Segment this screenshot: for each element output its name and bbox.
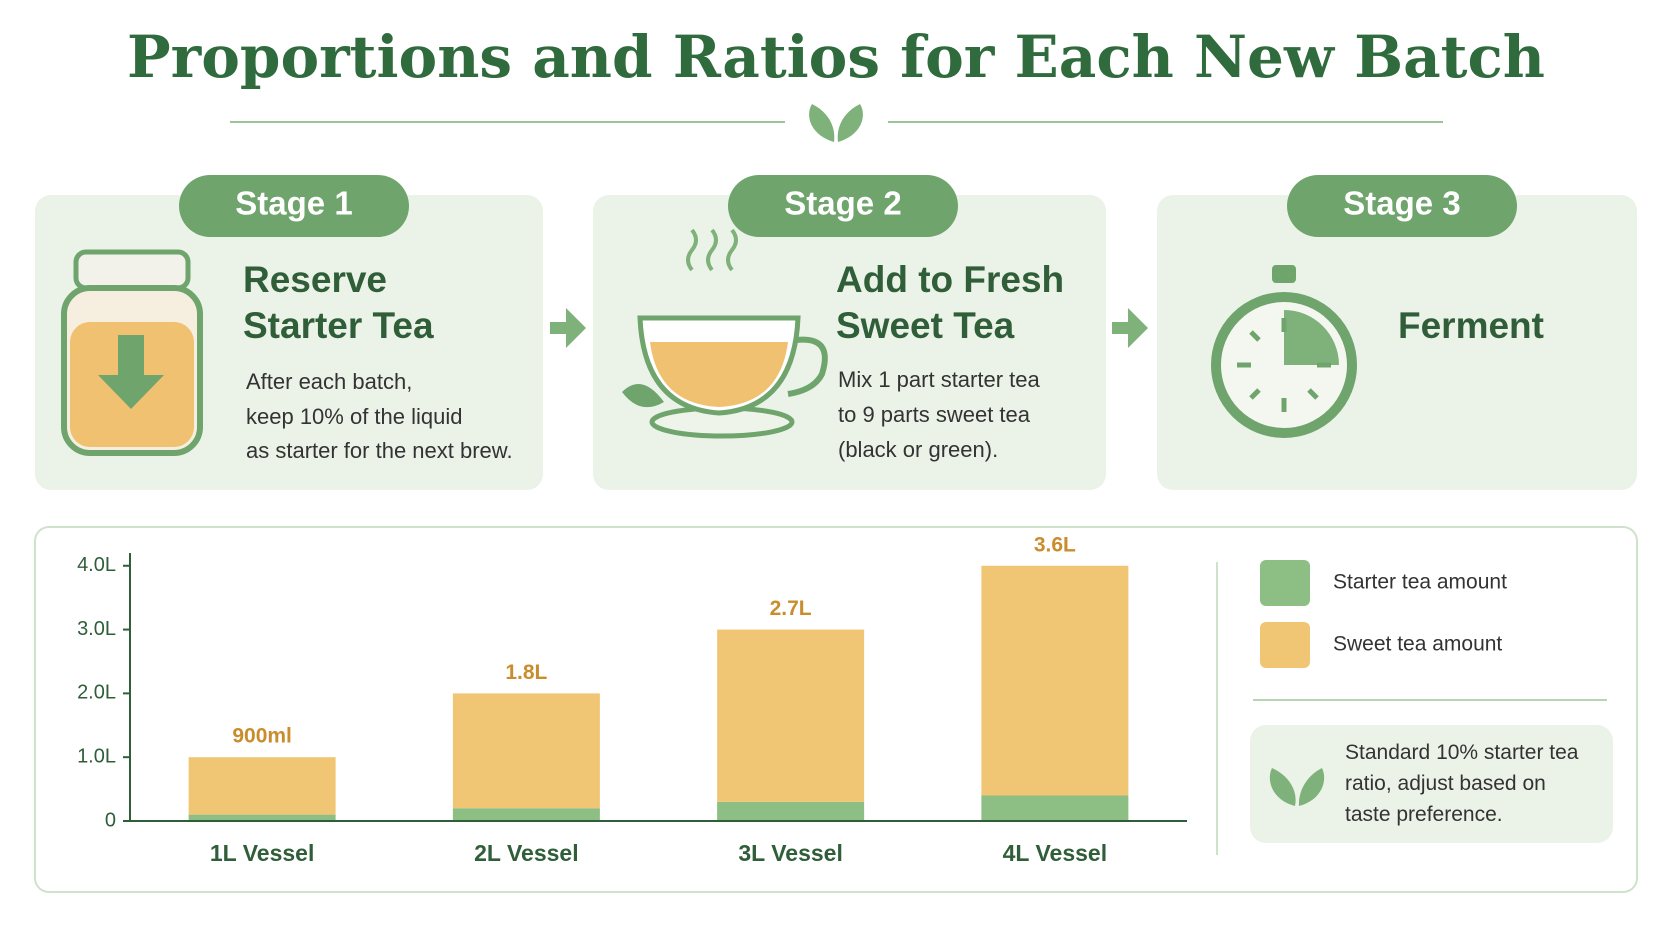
stage-label: Stage 2 bbox=[784, 185, 901, 222]
stage-title: Reserve bbox=[243, 259, 387, 300]
bar-segment bbox=[981, 795, 1129, 821]
stage-description: as starter for the next brew. bbox=[246, 438, 513, 463]
arrow bbox=[550, 308, 1148, 348]
x-tick-label: 3L Vessel bbox=[738, 840, 842, 866]
stage-description: keep 10% of the liquid bbox=[246, 404, 463, 429]
bar-segment bbox=[452, 808, 600, 821]
legend-label: Sweet tea amount bbox=[1333, 633, 1502, 656]
legend-swatch bbox=[1260, 622, 1310, 668]
stage-pill bbox=[179, 175, 409, 237]
data-label: 900ml bbox=[232, 725, 292, 748]
stage-description: Mix 1 part starter tea bbox=[838, 367, 1041, 392]
stage-description: After each batch, bbox=[246, 369, 412, 394]
bar-segment bbox=[188, 757, 336, 815]
leaf-icon bbox=[809, 104, 863, 142]
y-tick-label: 0 bbox=[105, 809, 116, 831]
jar-icon bbox=[61, 249, 203, 456]
y-tick-label: 3.0L bbox=[77, 618, 116, 640]
bar-segment bbox=[981, 565, 1129, 796]
stage-pill bbox=[1287, 175, 1517, 237]
y-tick-label: 4.0L bbox=[77, 554, 116, 576]
bar-segment bbox=[717, 629, 865, 802]
bar-segment bbox=[188, 814, 336, 821]
page-title: Proportions and Ratios for Each New Batc… bbox=[127, 23, 1545, 91]
x-tick-label: 2L Vessel bbox=[474, 840, 578, 866]
annotation-box bbox=[1250, 725, 1613, 843]
stage-title: Add to Fresh bbox=[836, 259, 1064, 300]
legend-swatch bbox=[1260, 560, 1310, 606]
data-label: 1.8L bbox=[505, 661, 547, 684]
y-tick-label: 2.0L bbox=[77, 682, 116, 704]
legend-label: Starter tea amount bbox=[1333, 571, 1507, 594]
x-tick-label: 4L Vessel bbox=[1003, 840, 1107, 866]
annotation: Standard 10% starter tea ratio, adjust ba… bbox=[1345, 741, 1579, 826]
stage-description: to 9 parts sweet tea bbox=[838, 402, 1031, 427]
stage-title: Sweet Tea bbox=[836, 305, 1015, 346]
stage-pill bbox=[728, 175, 958, 237]
x-tick-label: 1L Vessel bbox=[210, 840, 314, 866]
bar-segment bbox=[717, 801, 865, 821]
stage-description: (black or green). bbox=[838, 437, 998, 462]
data-label: 3.6L bbox=[1034, 533, 1076, 556]
stage-label: Stage 3 bbox=[1343, 185, 1460, 222]
stage-title: Ferment bbox=[1398, 305, 1544, 346]
stage-title: Starter Tea bbox=[243, 305, 434, 346]
stage-label: Stage 1 bbox=[235, 185, 352, 222]
stopwatch-icon bbox=[1211, 265, 1357, 438]
leaf-icon bbox=[1269, 768, 1325, 806]
cup-icon bbox=[622, 228, 828, 439]
y-tick-label: 1.0L bbox=[77, 745, 116, 767]
data-label: 2.7L bbox=[770, 597, 812, 620]
bar-segment bbox=[452, 693, 600, 809]
